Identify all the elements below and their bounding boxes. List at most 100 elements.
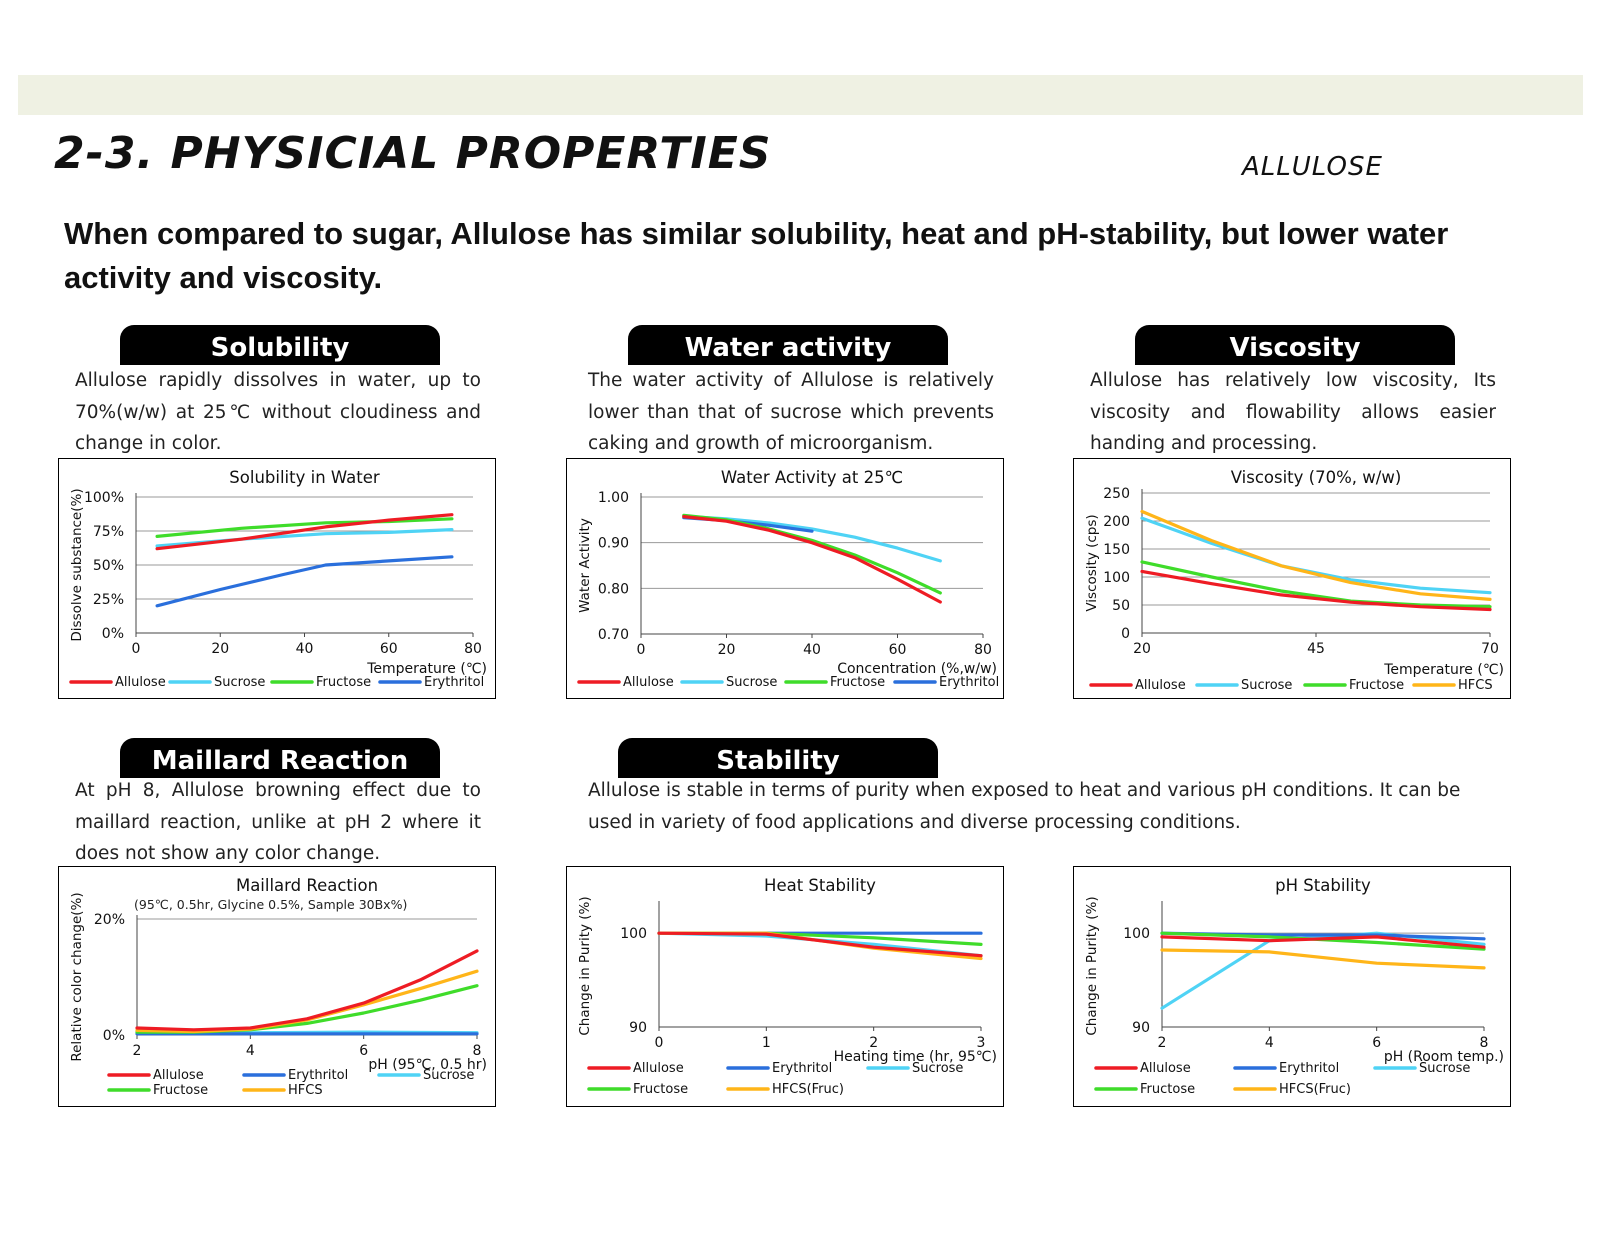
y-axis-label: Change in Purity (%)	[577, 896, 593, 1035]
legend-item-fructose: Fructose	[1303, 678, 1404, 693]
chart-viscosity: Viscosity (70%, w/w) 0 50 100 150 200 250 20 45 7…	[1073, 458, 1511, 699]
legend-item-hfcs-fruc: HFCS(Fruc)	[726, 1082, 844, 1097]
chart-title: Maillard Reaction	[236, 876, 378, 895]
legend-label: HFCS	[1458, 678, 1493, 693]
x-tick-label: 8	[473, 1043, 482, 1059]
legend-label: Allulose	[1135, 678, 1186, 693]
legend-item-sucrose: Sucrose	[168, 675, 265, 690]
legend-item-erythritol: Erythritol	[726, 1061, 832, 1076]
description-viscosity: Allulose has relatively low viscosity, I…	[1090, 370, 1496, 454]
legend-item-fructose: Fructose	[107, 1083, 208, 1098]
y-tick-label: 100	[620, 926, 647, 942]
chart-solubility: Solubility in Water 0% 25% 50% 75% 100% 0 20 40 6…	[58, 458, 496, 699]
y-tick-label: 0%	[103, 1028, 125, 1044]
legend-label: Allulose	[1140, 1061, 1191, 1076]
chart-heat-stability: Heat Stability 90 100 0 1 2 3 Heating time (hr,…	[566, 866, 1004, 1107]
x-tick-label: 0	[655, 1035, 664, 1051]
y-axis-label: Relative color change(%)	[69, 892, 85, 1061]
x-tick-label: 1	[762, 1035, 771, 1051]
x-tick-label: 20	[211, 641, 229, 657]
x-tick-label: 3	[977, 1035, 986, 1051]
series-line-allulose	[135, 949, 479, 1032]
legend-label: Erythritol	[288, 1068, 348, 1083]
x-tick-label: 6	[359, 1043, 368, 1059]
legend-label: Fructose	[1349, 678, 1404, 693]
series-line-allulose	[1140, 569, 1492, 612]
legend-label: HFCS(Fruc)	[772, 1082, 844, 1097]
x-tick-label: 4	[1265, 1035, 1274, 1051]
y-tick-label: 0	[1121, 626, 1130, 642]
chart-maillard: Maillard Reaction (95℃, 0.5hr, Glycine 0.…	[58, 866, 496, 1107]
page-title: 2-3. PHYSICIAL PROPERTIES	[54, 128, 772, 179]
x-tick-label: 2	[133, 1043, 142, 1059]
chart-title: Solubility in Water	[229, 468, 380, 487]
description-solubility: Allulose rapidly dissolves in water, up …	[75, 370, 481, 454]
top-band	[18, 75, 1583, 115]
y-axis-label: Viscosity (cps)	[1084, 514, 1100, 611]
legend-item-hfcs: HFCS	[1412, 678, 1493, 693]
description-stability: Allulose is stable in terms of purity wh…	[588, 780, 1461, 833]
y-tick-label: 25%	[93, 592, 124, 608]
y-tick-label: 50%	[93, 558, 124, 574]
legend-item-erythritol: Erythritol	[242, 1068, 348, 1083]
legend-item-fructose: Fructose	[270, 675, 371, 690]
legend-label: HFCS(Fruc)	[1279, 1082, 1351, 1097]
legend-label: HFCS	[288, 1083, 323, 1098]
chart-ph-stability: pH Stability 90 100 2 4 6 8 pH (Room temp.) Chan…	[1073, 866, 1511, 1107]
legend-label: Fructose	[316, 675, 371, 690]
y-tick-label: 0.80	[598, 581, 629, 597]
x-tick-label: 20	[718, 642, 736, 658]
x-tick-label: 6	[1372, 1035, 1381, 1051]
series-line-allulose	[155, 513, 454, 551]
series-line-sucrose	[682, 514, 942, 563]
x-tick-label: 4	[246, 1043, 255, 1059]
x-tick-label: 60	[889, 642, 907, 658]
x-tick-label: 20	[1133, 641, 1151, 657]
x-axis-label: pH (Room temp.)	[1384, 1049, 1504, 1065]
headline: When compared to sugar, Allulose has sim…	[64, 216, 1449, 295]
x-axis-label: pH (95℃, 0.5 hr)	[368, 1057, 487, 1073]
y-tick-label: 100%	[84, 490, 124, 506]
legend-label: Allulose	[153, 1068, 204, 1083]
x-tick-label: 0	[637, 642, 646, 658]
legend-item-allulose: Allulose	[1089, 678, 1186, 693]
legend-label: Sucrose	[423, 1068, 474, 1083]
y-axis-label: Dissolve substance(%)	[69, 488, 85, 641]
chart-subtitle: (95℃, 0.5hr, Glycine 0.5%, Sample 30Bx%)	[134, 897, 407, 912]
viscosity-svg: Viscosity (70%, w/w) 0 50 100 150 200 250 20 45 7…	[1084, 468, 1504, 693]
series-line-allulose	[657, 931, 983, 958]
chart-water-activity: Water Activity at 25℃ 0.70 0.80 0.90 1.00 0 20…	[566, 458, 1004, 699]
series-line-erythritol	[155, 555, 454, 608]
legend-item-sucrose: Sucrose	[1195, 678, 1292, 693]
x-tick-label: 40	[803, 642, 821, 658]
legend-label: Fructose	[153, 1083, 208, 1098]
legend-label: Erythritol	[1279, 1061, 1339, 1076]
legend-label: Sucrose	[726, 675, 777, 690]
legend-label: Fructose	[633, 1082, 688, 1097]
series-line-allulose	[1160, 935, 1486, 949]
x-tick-label: 2	[1158, 1035, 1167, 1051]
y-tick-label: 0.90	[598, 536, 629, 552]
y-tick-label: 0%	[102, 626, 124, 642]
x-tick-label: 80	[464, 641, 482, 657]
series-line-hfcs	[1140, 509, 1492, 601]
section-title-stability: Stability	[618, 738, 938, 778]
y-tick-label: 50	[1112, 598, 1130, 614]
y-tick-label: 100	[1103, 570, 1130, 586]
y-tick-label: 250	[1103, 486, 1130, 502]
legend-item-allulose: Allulose	[107, 1068, 204, 1083]
y-tick-label: 90	[1132, 1020, 1150, 1036]
legend-label: Fructose	[830, 675, 885, 690]
y-tick-label: 150	[1103, 542, 1130, 558]
y-tick-label: 90	[629, 1020, 647, 1036]
legend-label: Fructose	[1140, 1082, 1195, 1097]
legend-label: Allulose	[633, 1061, 684, 1076]
x-tick-label: 80	[974, 642, 992, 658]
legend-label: Sucrose	[214, 675, 265, 690]
series-line-fructose	[155, 517, 454, 539]
legend-item-sucrose: Sucrose	[377, 1068, 474, 1083]
x-tick-label: 45	[1307, 641, 1325, 657]
series-line-allulose	[682, 514, 942, 604]
legend-label: Erythritol	[424, 675, 484, 690]
